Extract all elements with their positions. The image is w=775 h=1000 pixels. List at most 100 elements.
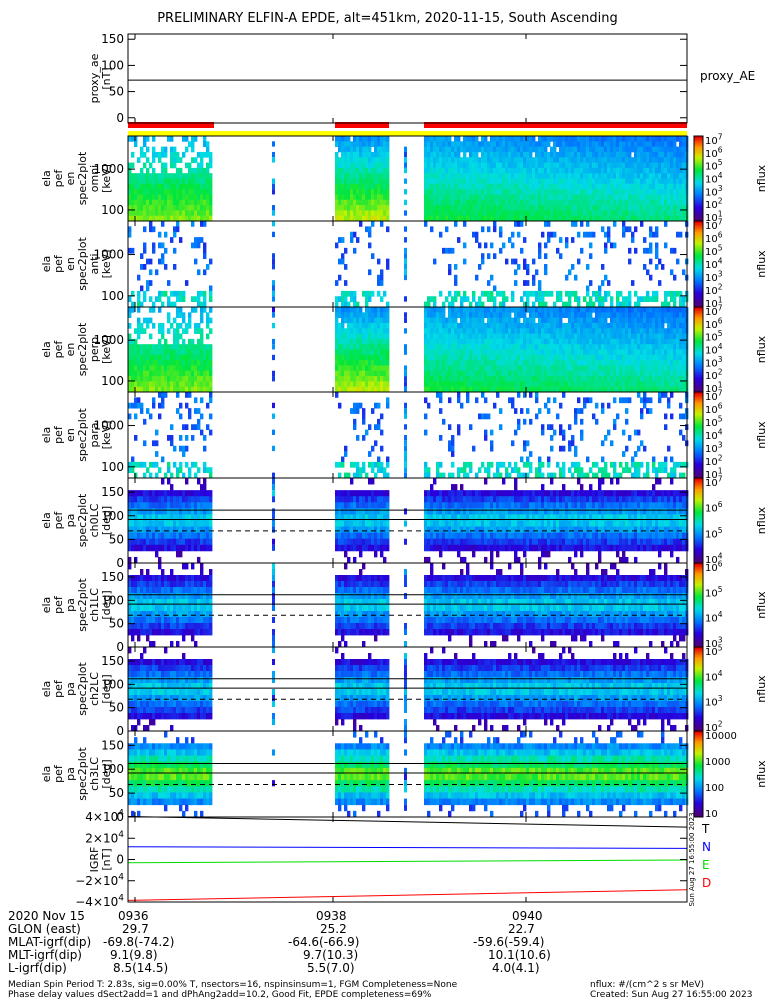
heatmap-cell: [487, 376, 491, 382]
heatmap-cell: [622, 301, 626, 308]
heatmap-cell: [574, 194, 578, 201]
heatmap-cell: [206, 151, 210, 158]
heatmap-cell: [595, 136, 599, 142]
heatmap-cell: [478, 242, 482, 249]
heatmap-cell: [472, 194, 476, 201]
heatmap-cell: [353, 312, 357, 319]
heatmap-cell: [338, 386, 342, 393]
heatmap-cell: [568, 269, 572, 276]
heatmap-cell: [173, 215, 177, 222]
heatmap-cell: [404, 370, 407, 377]
heatmap-cell: [496, 199, 500, 206]
heatmap-cell: [487, 307, 491, 313]
heatmap-cell: [664, 344, 668, 350]
heatmap-cell: [374, 424, 378, 431]
heatmap-cell: [445, 360, 449, 366]
heatmap-cell: [484, 349, 488, 356]
heatmap-cell: [371, 210, 375, 217]
heatmap-cell: [655, 386, 659, 393]
heatmap-cell: [424, 178, 428, 185]
heatmap-cell: [574, 274, 578, 281]
heatmap-cell: [424, 376, 428, 382]
heatmap-cell: [481, 226, 485, 233]
heatmap-cell: [664, 199, 668, 206]
heatmap-cell: [679, 167, 683, 174]
heatmap-cell: [604, 381, 608, 388]
heatmap-cell: [652, 136, 656, 142]
heatmap-cell: [520, 199, 524, 206]
heatmap-cell: [424, 461, 428, 468]
heatmap-cell: [481, 194, 485, 201]
heatmap-cell: [532, 322, 536, 329]
heatmap-cell: [619, 183, 623, 190]
heatmap-cell: [380, 312, 384, 319]
heatmap-cell: [637, 312, 641, 319]
heatmap-cell: [341, 205, 345, 211]
heatmap-cell: [577, 157, 581, 163]
heatmap-cell: [547, 237, 551, 243]
heatmap-cell: [194, 173, 198, 179]
heatmap-cell: [544, 167, 548, 174]
heatmap-cell: [341, 210, 345, 217]
heatmap-cell: [335, 167, 339, 174]
heatmap-cell: [463, 354, 467, 361]
heatmap-cell: [463, 146, 467, 153]
heatmap-cell: [658, 178, 662, 185]
heatmap-cell: [466, 167, 470, 174]
heatmap-cell: [628, 365, 632, 372]
heatmap-cell: [655, 157, 659, 163]
heatmap-cell: [365, 365, 369, 372]
heatmap-cell: [463, 349, 467, 356]
heatmap-cell: [604, 360, 608, 366]
heatmap-cell: [523, 338, 527, 345]
heatmap-cell: [365, 307, 369, 313]
heatmap-cell: [176, 408, 180, 414]
heatmap-cell: [371, 215, 375, 222]
heatmap-cell: [341, 370, 345, 377]
heatmap-cell: [547, 167, 551, 174]
heatmap-cell: [430, 344, 434, 350]
heatmap-cell: [451, 189, 455, 195]
heatmap-cell: [134, 328, 138, 334]
heatmap-cell: [646, 370, 650, 377]
heatmap-cell: [547, 221, 551, 227]
heatmap-cell: [652, 231, 656, 238]
heatmap-cell: [131, 402, 135, 409]
heatmap-cell: [544, 386, 548, 393]
heatmap-cell: [670, 247, 674, 254]
heatmap-cell: [341, 322, 345, 329]
heatmap-cell: [427, 178, 431, 185]
heatmap-cell: [520, 151, 524, 158]
heatmap-cell: [338, 338, 342, 345]
heatmap-cell: [194, 178, 198, 185]
heatmap-cell: [433, 162, 437, 169]
heatmap-cell: [152, 301, 156, 308]
heatmap-cell: [499, 365, 503, 372]
heatmap-cell: [442, 247, 446, 254]
heatmap-cell: [424, 189, 428, 195]
heatmap-cell: [499, 247, 503, 254]
heatmap-cell: [161, 221, 165, 227]
heatmap-cell: [568, 365, 572, 372]
heatmap-cell: [475, 178, 479, 185]
heatmap-cell: [610, 307, 614, 313]
heatmap-cell: [511, 157, 515, 163]
heatmap-cell: [386, 157, 390, 163]
heatmap-cell: [140, 376, 144, 382]
heatmap-cell: [481, 178, 485, 185]
heatmap-cell: [335, 349, 339, 356]
heatmap-cell: [670, 365, 674, 372]
heatmap-cell: [640, 370, 644, 377]
heatmap-cell: [511, 205, 515, 211]
heatmap-cell: [511, 317, 515, 324]
heatmap-cell: [344, 328, 348, 334]
heatmap-cell: [598, 199, 602, 206]
heatmap-cell: [475, 376, 479, 382]
heatmap-cell: [188, 167, 192, 174]
heatmap-cell: [341, 344, 345, 350]
heatmap-cell: [191, 381, 195, 388]
heatmap-cell: [676, 333, 680, 340]
heatmap-cell: [574, 146, 578, 153]
heatmap-cell: [664, 205, 668, 211]
heatmap-cell: [445, 136, 449, 142]
